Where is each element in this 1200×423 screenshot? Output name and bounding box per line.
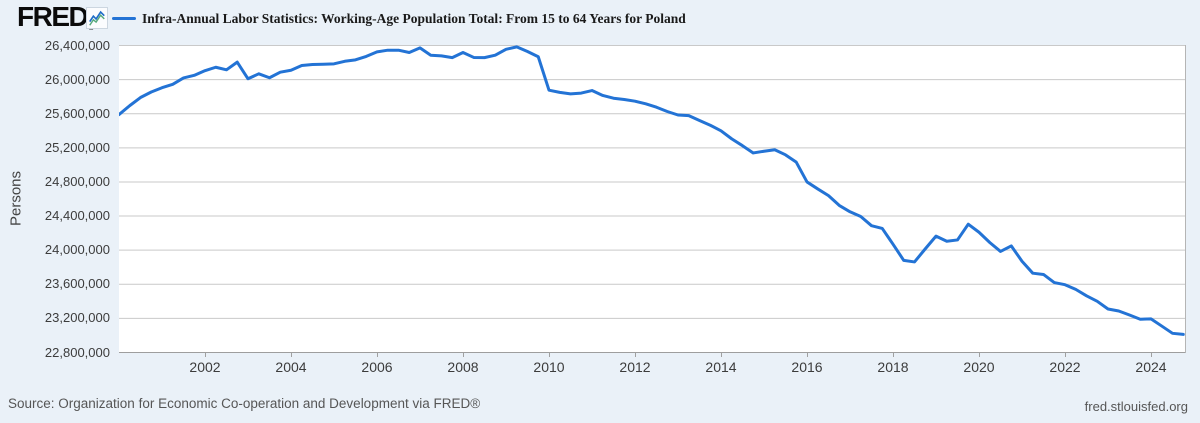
fred-site-link[interactable]: fred.stlouisfed.org bbox=[1084, 399, 1188, 414]
x-tick-mark bbox=[205, 353, 206, 357]
y-axis-title: Persons bbox=[7, 170, 25, 227]
x-tick-label: 2010 bbox=[533, 359, 565, 375]
x-tick-label: 2006 bbox=[361, 359, 393, 375]
x-tick-mark bbox=[807, 353, 808, 357]
x-tick-mark bbox=[377, 353, 378, 357]
legend-line-swatch bbox=[112, 17, 136, 20]
y-tick-label: 25,200,000 bbox=[44, 139, 110, 155]
plot-area[interactable] bbox=[117, 45, 1186, 353]
x-tick-mark bbox=[1151, 353, 1152, 357]
y-tick-label: 24,800,000 bbox=[44, 173, 110, 189]
y-tick-label: 26,000,000 bbox=[44, 71, 110, 87]
x-tick-label: 2012 bbox=[619, 359, 651, 375]
x-tick-mark bbox=[979, 353, 980, 357]
fred-sparkline-icon bbox=[86, 7, 108, 29]
x-tick-label: 2008 bbox=[447, 359, 479, 375]
x-tick-mark bbox=[463, 353, 464, 357]
y-tick-label: 22,800,000 bbox=[44, 344, 110, 360]
x-tick-label: 2022 bbox=[1049, 359, 1081, 375]
chart-title: Infra-Annual Labor Statistics: Working-A… bbox=[142, 11, 686, 26]
y-tick-label: 24,400,000 bbox=[44, 208, 110, 224]
source-note: Source: Organization for Economic Co-ope… bbox=[8, 396, 481, 411]
x-tick-mark bbox=[291, 353, 292, 357]
x-tick-mark bbox=[1065, 353, 1066, 357]
y-tick-label: 23,200,000 bbox=[44, 310, 110, 326]
x-tick-label: 2004 bbox=[275, 359, 307, 375]
y-tick-label: 24,000,000 bbox=[44, 242, 110, 258]
fred-logo: FRED® bbox=[17, 1, 94, 38]
fred-logo-text: FRED bbox=[17, 1, 89, 32]
x-tick-mark bbox=[635, 353, 636, 357]
x-tick-label: 2018 bbox=[877, 359, 909, 375]
x-tick-label: 2024 bbox=[1135, 359, 1167, 375]
x-tick-label: 2002 bbox=[189, 359, 221, 375]
data-series-line bbox=[117, 45, 1185, 336]
x-tick-label: 2020 bbox=[963, 359, 995, 375]
y-tick-label: 25,600,000 bbox=[44, 105, 110, 121]
x-tick-label: 2014 bbox=[705, 359, 737, 375]
x-tick-mark bbox=[893, 353, 894, 357]
chart-canvas bbox=[117, 45, 1185, 353]
x-tick-mark bbox=[549, 353, 550, 357]
y-tick-label: 26,400,000 bbox=[44, 37, 110, 53]
y-tick-label: 23,600,000 bbox=[44, 276, 110, 292]
x-tick-label: 2016 bbox=[791, 359, 823, 375]
x-tick-mark bbox=[721, 353, 722, 357]
